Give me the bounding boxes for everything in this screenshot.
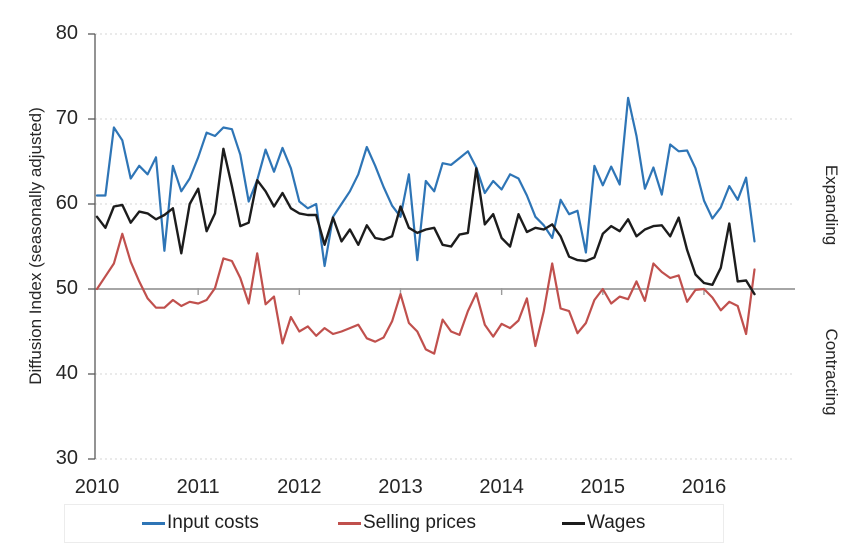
y-axis-title: Diffusion Index (seasonally adjusted) — [26, 107, 45, 385]
y-tick-label-60: 60 — [55, 192, 78, 214]
wages-line-swatch-icon — [562, 521, 585, 525]
legend-item-input-costs: Input costs — [142, 511, 259, 535]
y-tick-label-70: 70 — [55, 107, 78, 129]
series-line-wages — [95, 147, 756, 296]
legend-box — [64, 504, 724, 543]
legend-item-selling-prices: Selling prices — [338, 511, 476, 535]
x-tick-label-2010: 2010 — [74, 476, 120, 498]
x-tick-label-2015: 2015 — [580, 476, 626, 498]
x-tick-label-2012: 2012 — [277, 476, 322, 498]
x-tick-label-2014: 2014 — [479, 476, 524, 498]
legend-label-wages: Wages — [587, 512, 646, 533]
y-tick-label-30: 30 — [55, 447, 78, 469]
right-label-expanding: Expanding — [822, 164, 841, 246]
x-tick-label-2013: 2013 — [378, 476, 423, 498]
x-tick-label-2016: 2016 — [681, 476, 727, 498]
legend-label-input-costs: Input costs — [167, 512, 259, 533]
legend-label-selling-prices: Selling prices — [363, 512, 476, 533]
input-costs-line-swatch-icon — [142, 521, 165, 525]
x-tick-label-2011: 2011 — [176, 476, 220, 498]
y-tick-label-80: 80 — [55, 22, 78, 44]
series-line-selling-prices — [95, 232, 756, 355]
series-line-input-costs — [95, 96, 756, 268]
right-label-contracting: Contracting — [822, 328, 841, 416]
y-tick-label-50: 50 — [55, 277, 78, 299]
selling-prices-line-swatch-icon — [338, 521, 361, 525]
legend-item-wages: Wages — [562, 511, 645, 535]
y-tick-label-40: 40 — [55, 362, 78, 384]
